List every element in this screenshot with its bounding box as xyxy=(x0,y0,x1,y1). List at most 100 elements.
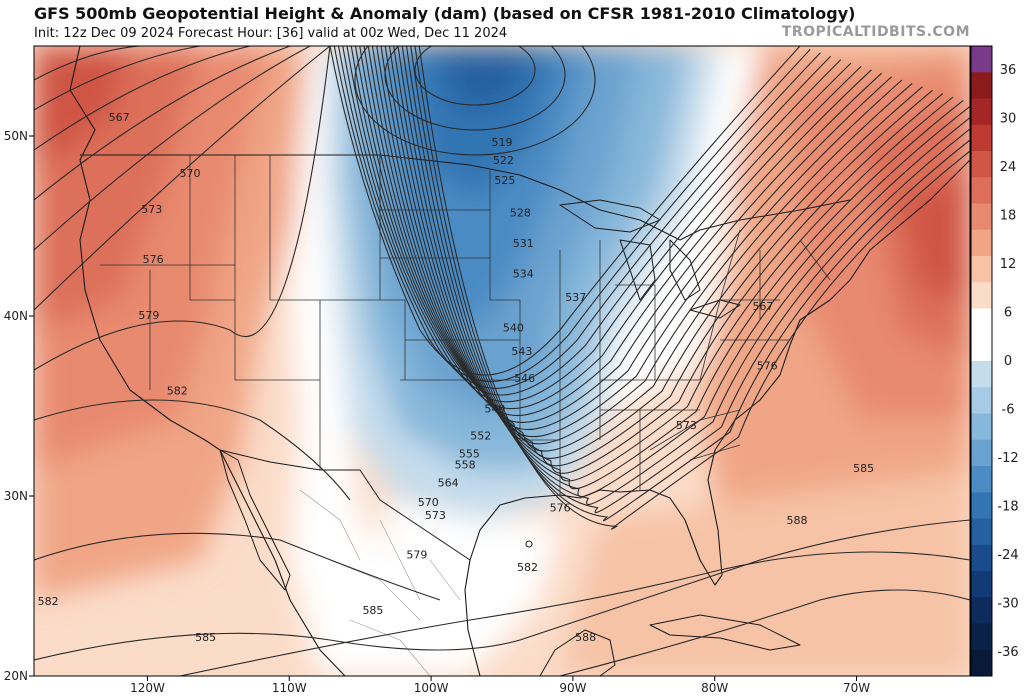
colorbar-bin xyxy=(971,597,992,624)
contour-label: 579 xyxy=(138,309,159,322)
contour-label: 552 xyxy=(470,430,491,443)
height-contour-line xyxy=(376,46,913,452)
lon-tick-label: 70W xyxy=(843,681,870,695)
colorbar-tick-label: 36 xyxy=(1000,63,1017,78)
height-contour-line xyxy=(384,46,933,467)
lat-tick-label: 40N xyxy=(4,309,28,323)
colorbar-bin xyxy=(971,334,992,362)
height-contour-line xyxy=(397,46,964,490)
height-contour-line xyxy=(354,46,862,417)
contour-label: 582 xyxy=(38,595,59,608)
baja-coastline xyxy=(219,449,291,591)
header: GFS 500mb Geopotential Height & Anomaly … xyxy=(0,0,1024,46)
contour-label: 525 xyxy=(494,174,515,187)
contour-label: 528 xyxy=(510,206,531,219)
colorbar-tick-label: -36 xyxy=(997,645,1018,660)
map-frame xyxy=(33,45,971,677)
colorbar-bin xyxy=(971,177,992,204)
colorbar-bin xyxy=(971,544,992,572)
colorbar-bin xyxy=(971,98,992,126)
height-contour-line xyxy=(410,46,970,514)
colorbar-bin xyxy=(971,413,992,441)
contour-labels: 567 570 573 576 579 582 582 585 519 522 525 528 531 5… xyxy=(38,111,874,644)
colorbar-tick-label: -12 xyxy=(997,451,1018,466)
colorbar-tick-label: 6 xyxy=(1004,306,1012,321)
contour-label: 573 xyxy=(141,203,162,216)
colorbar-tick-label: -6 xyxy=(1002,402,1015,417)
colorbar-bin xyxy=(971,387,992,414)
colorbar-bin xyxy=(971,649,992,677)
height-contour-line xyxy=(333,46,811,383)
contour-label: 576 xyxy=(143,253,164,266)
map-subtitle: Init: 12z Dec 09 2024 Forecast Hour: [36… xyxy=(34,26,508,41)
brand-watermark: TROPICALTIDBITS.COM xyxy=(781,24,970,40)
contour-label: 534 xyxy=(513,268,534,281)
colorbar-bin xyxy=(971,72,992,99)
contour-label: 585 xyxy=(853,462,874,475)
height-contour-line xyxy=(393,46,954,482)
contour-label: 588 xyxy=(575,631,596,644)
colorbar-bin xyxy=(971,256,992,283)
colorbar-tick-label: -24 xyxy=(997,548,1018,563)
colorbar-bin xyxy=(971,466,992,493)
contour-label: 588 xyxy=(786,514,807,527)
colorbar-bin xyxy=(971,492,992,519)
lat-tick-label: 20N xyxy=(4,669,28,683)
us-canada-border xyxy=(80,154,851,241)
colorbar-tick-label: 18 xyxy=(1000,209,1017,224)
contour-label: 576 xyxy=(550,502,571,515)
contour-label: 570 xyxy=(418,496,439,509)
height-contour-line xyxy=(401,46,970,498)
contour-label: 549 xyxy=(484,403,505,416)
contour-label: 519 xyxy=(492,136,513,149)
colorbar-bin xyxy=(971,308,992,336)
height-contour-line xyxy=(418,46,970,530)
gulf-coastline xyxy=(464,159,970,676)
contour-label: 546 xyxy=(514,372,535,385)
height-contour-line xyxy=(363,46,882,430)
cuba-coastline xyxy=(649,614,801,651)
height-contour-line xyxy=(329,46,801,376)
height-contour-line xyxy=(367,46,893,438)
lon-tick-label: 110W xyxy=(272,681,307,695)
height-contour-line xyxy=(350,46,852,410)
colorbar-tick-label: -18 xyxy=(997,499,1018,514)
height-contour-line xyxy=(342,46,831,396)
lon-tick-label: 80W xyxy=(701,681,728,695)
contour-label: 522 xyxy=(493,154,514,167)
contour-label: 582 xyxy=(167,385,188,398)
contour-label: 555 xyxy=(459,448,480,461)
height-contour-line xyxy=(346,46,842,403)
map-title: GFS 500mb Geopotential Height & Anomaly … xyxy=(34,4,856,23)
colorbar-bin xyxy=(971,151,992,178)
height-contour-line xyxy=(380,46,923,459)
contour-label: 543 xyxy=(511,345,532,358)
lat-tick-label: 30N xyxy=(4,489,28,503)
contour-label: 567 xyxy=(109,111,130,124)
height-contour-line xyxy=(405,46,970,506)
colorbar-tick-label: 12 xyxy=(1000,257,1017,272)
height-contours xyxy=(34,46,970,676)
yucatan-coastline xyxy=(539,629,616,676)
colorbar-tick-label: 0 xyxy=(1004,354,1012,369)
colorbar-bin xyxy=(971,203,992,231)
contour-label: 579 xyxy=(406,548,427,561)
axes: 120W 110W 100W 90W 80W 70W 20N 30N 40N 50N xyxy=(4,129,870,695)
contour-label: 537 xyxy=(565,291,586,304)
height-contour-line xyxy=(371,46,903,445)
contour-label: 585 xyxy=(195,631,216,644)
contour-label: 564 xyxy=(438,476,459,489)
contour-label: 573 xyxy=(676,419,697,432)
colorbar-frame xyxy=(970,45,993,677)
anomaly-shading xyxy=(34,46,970,676)
contour-label: 576 xyxy=(757,359,778,372)
colorbar-tick-label: -30 xyxy=(997,596,1018,611)
contour-label: 531 xyxy=(513,237,534,250)
colorbar-tick-label: 30 xyxy=(1000,112,1017,127)
contour-label: 582 xyxy=(517,561,538,574)
contour-label: 585 xyxy=(362,604,383,617)
lat-tick-label: 50N xyxy=(4,129,28,143)
lon-tick-label: 90W xyxy=(559,681,586,695)
us-mexico-border xyxy=(219,449,471,561)
